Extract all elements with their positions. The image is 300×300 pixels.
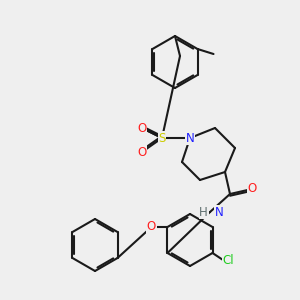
- Text: O: O: [147, 220, 156, 233]
- Text: O: O: [137, 146, 147, 158]
- Text: S: S: [158, 131, 166, 145]
- Text: N: N: [186, 131, 194, 145]
- Text: Cl: Cl: [223, 254, 234, 268]
- Text: H: H: [199, 206, 208, 218]
- Text: O: O: [137, 122, 147, 134]
- Text: O: O: [248, 182, 256, 196]
- Text: N: N: [215, 206, 224, 218]
